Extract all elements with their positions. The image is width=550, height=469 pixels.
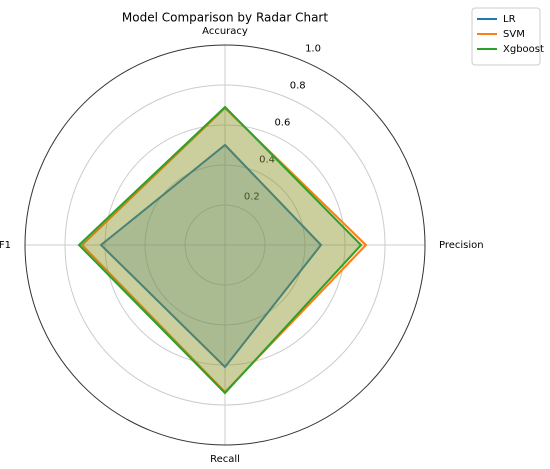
legend-label: SVM — [503, 29, 525, 40]
r-tick-label: 1.0 — [305, 44, 321, 55]
series-line — [99, 143, 323, 369]
category-label: F1 — [0, 240, 11, 251]
category-label: Precision — [439, 240, 484, 251]
r-tick-label: 0.2 — [244, 191, 260, 202]
legend-box — [471, 7, 541, 66]
chart-title: Model Comparison by Radar Chart — [122, 11, 328, 25]
grid-ring — [64, 84, 386, 406]
series-area — [101, 145, 321, 367]
series-area — [79, 107, 361, 393]
r-tick-label: 0.6 — [274, 117, 290, 128]
category-label: Accuracy — [202, 26, 248, 37]
series-line — [77, 105, 363, 395]
grid-ring — [104, 124, 346, 366]
outer-ring — [24, 44, 426, 446]
legend-label: LR — [503, 14, 516, 25]
r-tick-label: 0.4 — [259, 154, 275, 165]
r-tick-label: 0.8 — [290, 80, 306, 91]
grid-ring — [184, 204, 266, 286]
legend-label: Xgboost — [503, 44, 544, 55]
grid-ring — [144, 164, 306, 326]
category-label: Recall — [210, 454, 240, 465]
